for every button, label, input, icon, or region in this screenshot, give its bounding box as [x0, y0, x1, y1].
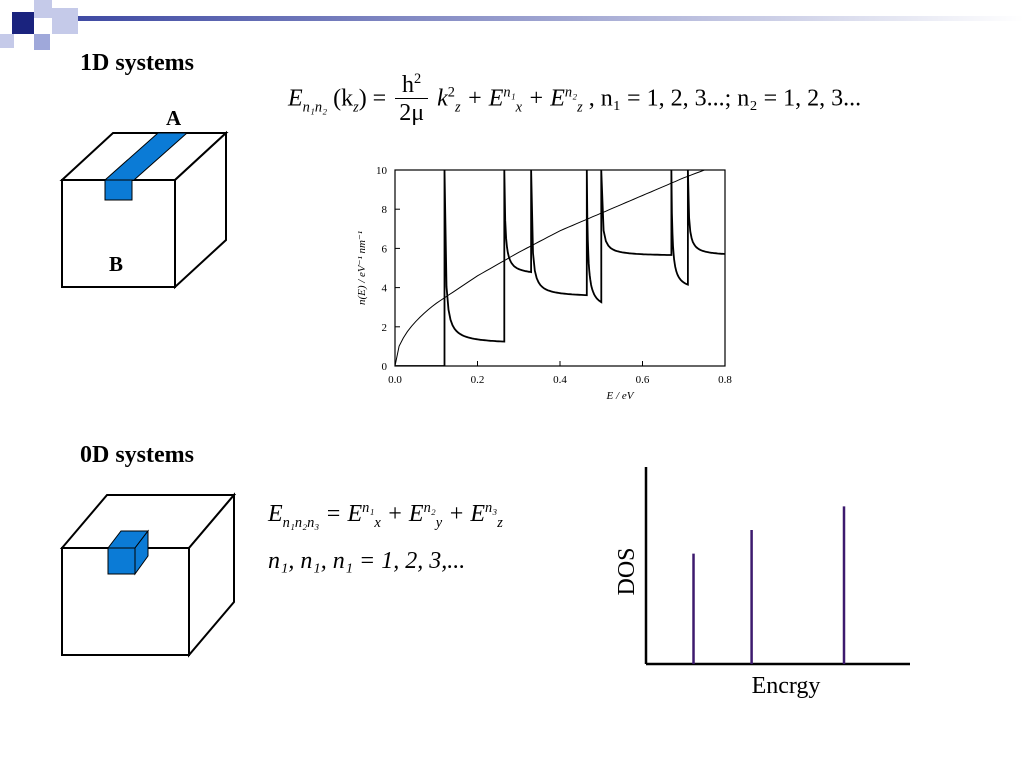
y-tick-label: 10 — [376, 165, 388, 177]
eq-tail: , n₁ = 1, 2, 3...; n₂ = 1, 2, 3... — [589, 86, 861, 112]
eq-term: + E — [448, 501, 485, 527]
eq-sub: y — [436, 515, 442, 531]
equation-0d-line2: n₁, n₁, n₁ = 1, 2, 3,... — [268, 548, 465, 575]
cube-label-b: B — [109, 252, 123, 277]
x-tick-label: 0.2 — [471, 374, 485, 386]
eq-sup: n₃ — [485, 500, 497, 516]
eq-term: + E — [387, 501, 424, 527]
eq-term: + E — [467, 86, 504, 112]
y-tick-label: 6 — [382, 243, 388, 255]
eq-sub: x — [374, 515, 380, 531]
eq-arg-close: ) = — [359, 86, 387, 112]
x-tick-label: 0.8 — [718, 374, 732, 386]
y-axis-label: n(E) / eV⁻¹ nm⁻¹ — [356, 231, 368, 305]
y-tick-label: 4 — [382, 283, 388, 295]
eq-sup: 2 — [448, 85, 455, 101]
y-axis-label: DOS — [614, 547, 640, 595]
x-tick-label: 0.0 — [388, 374, 402, 386]
section-1d-title: 1D systems — [80, 50, 194, 77]
eq-frac-num: h — [402, 72, 414, 98]
eq-energy-symbol: E — [288, 86, 303, 112]
eq-sup: n₂ — [565, 85, 577, 101]
quantum-dot-cube-diagram — [55, 490, 245, 670]
equation-1d: En₁n₂ (kz) = h2 2μ k2z + En₁x + En₂z , n… — [288, 72, 861, 128]
x-tick-label: 0.4 — [553, 374, 567, 386]
eq-sub: n₁n₂n₃ — [283, 515, 320, 531]
eq-sub: n₁n₂ — [303, 99, 327, 115]
eq-arg: (k — [333, 86, 353, 112]
dos-1d-chart: 0.0 0.2 0.4 0.6 0.8 0 2 4 6 8 10 E / eV n(E) / eV⁻¹ … — [345, 160, 745, 410]
eq-energy-symbol: E — [268, 501, 283, 527]
equation-0d-line1: En₁n₂n₃ = En₁x + En₂y + En₃z — [268, 500, 503, 532]
y-tick-label: 2 — [382, 322, 388, 334]
eq-sup: n₂ — [424, 500, 436, 516]
eq-sub: z — [455, 99, 461, 115]
eq-sub: x — [516, 99, 522, 115]
x-axis-label: E / eV — [606, 390, 635, 402]
x-axis-label: Encrgy — [752, 673, 821, 699]
eq-fraction: h2 2μ — [395, 72, 428, 128]
eq-frac-den: 2μ — [395, 99, 428, 128]
eq-term: + E — [528, 86, 565, 112]
eq-sub: z — [577, 99, 583, 115]
eq-sup: n₁ — [362, 500, 374, 516]
cube-label-a: A — [166, 106, 181, 131]
y-tick-label: 0 — [382, 361, 388, 373]
section-0d-title: 0D systems — [80, 442, 194, 469]
eq-k: k — [437, 86, 448, 112]
eq-sup: n₁ — [503, 85, 515, 101]
quantum-wire-cube-diagram — [55, 105, 245, 300]
x-tick-label: 0.6 — [636, 374, 650, 386]
y-tick-label: 8 — [382, 204, 388, 216]
quantum-wire-dos-line — [395, 170, 725, 366]
eq-sup: 2 — [414, 71, 421, 87]
eq-sub: z — [497, 515, 503, 531]
eq-term: = E — [325, 501, 362, 527]
dos-0d-chart: DOS Encrgy — [608, 462, 918, 712]
